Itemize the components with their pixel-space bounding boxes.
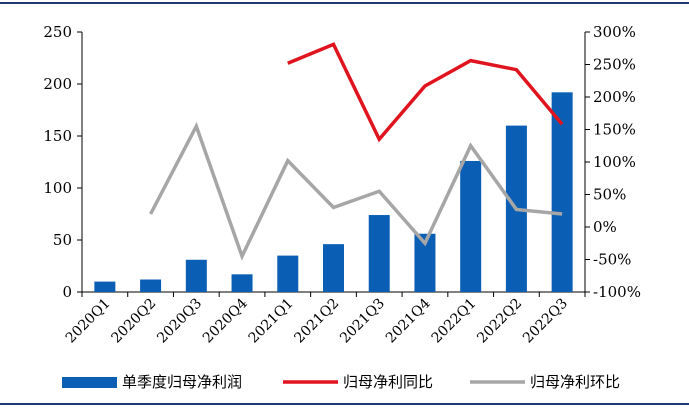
- left-tick-label: 250: [43, 23, 72, 41]
- right-tick-label: 300%: [593, 23, 636, 41]
- right-tick-label: 250%: [593, 56, 636, 74]
- x-tick-label: 2021Q3: [337, 296, 388, 347]
- legend-label-qoq: 归母净利环比: [530, 373, 620, 391]
- plot-area: 0 50 100 150 200 250 -100% -50% 0% 50% 100% 150% 200…: [43, 23, 641, 346]
- x-tick-label: 2022Q3: [520, 296, 571, 347]
- right-tick-label: 50%: [593, 186, 626, 204]
- x-tick-label: 2022Q2: [474, 296, 525, 347]
- legend-label-yoy: 归母净利同比: [343, 373, 433, 391]
- qoq-line: [149, 121, 563, 261]
- legend: 单季度归母净利润 归母净利同比 归母净利环比: [62, 373, 620, 391]
- x-tick-label: 2022Q1: [429, 296, 480, 347]
- left-tick-label: 100: [43, 179, 72, 197]
- left-tick-label: 0: [62, 283, 72, 301]
- bar: [94, 281, 116, 292]
- x-tick-label: 2020Q2: [108, 296, 159, 347]
- bar: [185, 259, 207, 292]
- bar: [231, 274, 253, 292]
- bar: [140, 279, 162, 292]
- legend-label-bar: 单季度归母净利润: [122, 373, 242, 391]
- x-tick-label: 2020Q1: [63, 296, 114, 347]
- right-tick-label: 100%: [593, 153, 636, 171]
- x-tick-label: 2020Q3: [154, 296, 205, 347]
- bar: [414, 233, 436, 292]
- yoy-line: [287, 42, 564, 143]
- left-tick-label: 150: [43, 127, 72, 145]
- x-tick-label: 2021Q2: [291, 296, 342, 347]
- left-tick-label: 200: [43, 75, 72, 93]
- bar: [551, 92, 573, 292]
- legend-swatch-bar: [62, 377, 117, 388]
- right-tick-label: -100%: [593, 283, 641, 301]
- right-tick-label: 200%: [593, 88, 636, 106]
- x-tick-label: 2020Q4: [200, 295, 251, 346]
- left-tick-label: 50: [53, 231, 72, 249]
- bar: [323, 244, 344, 292]
- right-tick-label: 0%: [593, 218, 617, 236]
- bar: [460, 160, 482, 292]
- right-tick-label: -50%: [593, 251, 631, 269]
- bar: [368, 215, 390, 292]
- right-tick-label: 150%: [593, 121, 636, 139]
- x-tick-label: 2021Q1: [246, 296, 297, 347]
- bar: [277, 255, 299, 292]
- x-tick-label: 2021Q4: [383, 295, 434, 346]
